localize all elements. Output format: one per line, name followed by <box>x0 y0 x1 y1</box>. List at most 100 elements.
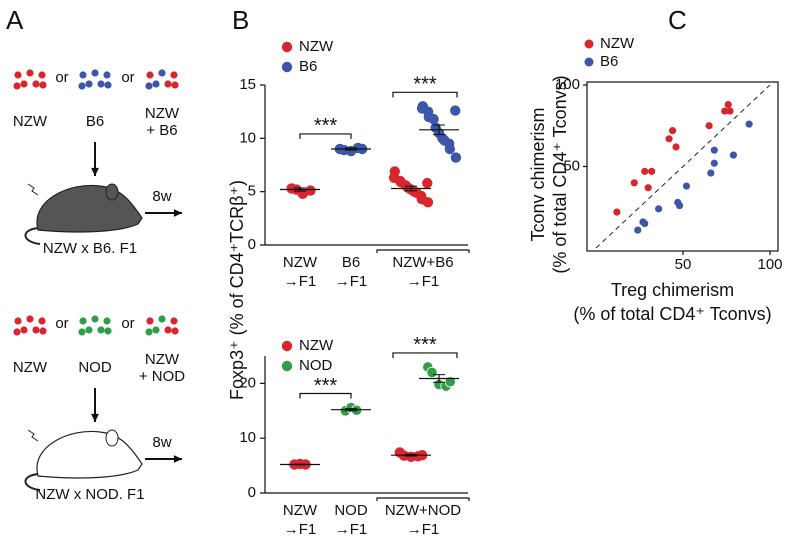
point <box>729 151 738 159</box>
separator: or <box>121 69 134 86</box>
x-axis-label: Treg chimerism <box>611 280 734 300</box>
point <box>665 135 673 143</box>
point <box>705 122 713 130</box>
cell-dot <box>39 81 47 89</box>
cell-dot <box>170 317 178 325</box>
mouse-ear <box>105 183 119 201</box>
y-tick-label: 5 <box>248 183 256 200</box>
cell-dot <box>170 71 178 79</box>
mouse <box>36 184 143 233</box>
significance-label: *** <box>314 375 338 397</box>
cell-dot <box>79 317 87 325</box>
separator: or <box>121 315 134 332</box>
cell-dot <box>104 81 112 89</box>
legend-label: NZW <box>600 35 635 52</box>
cell-dot <box>152 326 160 334</box>
time-label: 8w <box>152 434 171 451</box>
cell-dot <box>38 71 46 79</box>
panel-label: C <box>668 5 687 35</box>
cell-dot <box>39 327 47 335</box>
significance-bracket <box>299 133 352 139</box>
point <box>721 107 729 115</box>
zap <box>27 429 39 442</box>
significance-label: *** <box>413 334 437 356</box>
cell-dot <box>164 326 172 334</box>
mouse-tail <box>24 227 41 245</box>
x-tick-label: →F1 <box>335 521 368 538</box>
mouse-tail <box>24 473 41 491</box>
panel-label: A <box>6 5 24 35</box>
legend-label: NZW <box>299 38 334 55</box>
x-tick-label: 50 <box>675 256 692 273</box>
arrow-head <box>91 167 99 176</box>
dot <box>422 197 434 208</box>
point <box>745 120 753 128</box>
dot <box>422 177 433 189</box>
cell-dot <box>171 81 179 89</box>
cell-dot <box>103 317 111 325</box>
dot <box>426 366 438 379</box>
cell-dot <box>97 80 105 88</box>
mouse <box>36 430 143 479</box>
point <box>655 205 663 213</box>
legend-label: B6 <box>299 58 317 75</box>
cell-dot <box>145 82 153 90</box>
donor-label: NZW <box>13 359 48 376</box>
y-tick-label: 10 <box>239 429 256 446</box>
legend-marker <box>281 41 293 53</box>
x-tick-label: NZW+B6 <box>392 254 453 271</box>
x-tick-label: →F1 <box>407 273 440 290</box>
mouse-ear <box>105 429 119 447</box>
donor-label: + NOD <box>139 368 185 385</box>
donor-label: NOD <box>78 359 112 376</box>
cell-dot <box>152 80 160 88</box>
x-tick-label: →F1 <box>335 273 368 290</box>
cell-dot <box>171 327 179 335</box>
y-tick-label: 10 <box>239 129 256 146</box>
cell-dot <box>146 71 154 79</box>
point <box>726 107 734 115</box>
legend-marker <box>584 57 594 67</box>
y-tick-label: 20 <box>239 374 256 391</box>
y-tick-label: 0 <box>248 236 256 253</box>
arrow-head <box>91 413 99 422</box>
cell-dot <box>158 315 166 323</box>
cell-dot <box>78 328 86 336</box>
donor-label: NZW <box>145 105 180 122</box>
point <box>634 226 642 234</box>
point <box>682 182 691 190</box>
x-tick-label: NOD <box>334 502 368 519</box>
y-tick-label: 50 <box>563 157 580 174</box>
significance-bracket <box>392 352 458 358</box>
x-tick-label: NZW+NOD <box>385 502 461 519</box>
point <box>707 169 715 177</box>
y-tick-label: 100 <box>555 76 580 93</box>
point <box>724 100 732 109</box>
cell-dot <box>91 315 99 323</box>
cell-dot <box>104 327 112 335</box>
cell-dot <box>38 317 46 325</box>
x-tick-label: →F1 <box>284 273 317 290</box>
dot <box>428 113 439 125</box>
group-bracket <box>376 497 470 501</box>
x-axis-label: (% of total CD4⁺ Tconvs) <box>573 304 771 324</box>
cell-dot <box>13 82 21 90</box>
point <box>710 159 718 167</box>
dot <box>444 143 456 155</box>
cell-dot <box>145 328 153 336</box>
point <box>641 167 649 175</box>
significance-bracket <box>299 392 352 399</box>
x-tick-label: NZW <box>283 254 318 271</box>
legend-label: NZW <box>299 337 334 354</box>
point <box>675 202 684 210</box>
y-tick-label: 0 <box>248 484 256 501</box>
point <box>630 179 638 187</box>
donor-label: NZW <box>13 113 48 130</box>
legend-label: B6 <box>600 53 618 70</box>
y-axis-label: Foxp3⁺ (% of CD4⁺TCRβ⁺) <box>227 180 247 400</box>
x-tick-label: B6 <box>342 254 360 271</box>
panel-label: B <box>232 5 249 35</box>
separator: or <box>55 315 68 332</box>
group-bracket <box>376 249 470 253</box>
